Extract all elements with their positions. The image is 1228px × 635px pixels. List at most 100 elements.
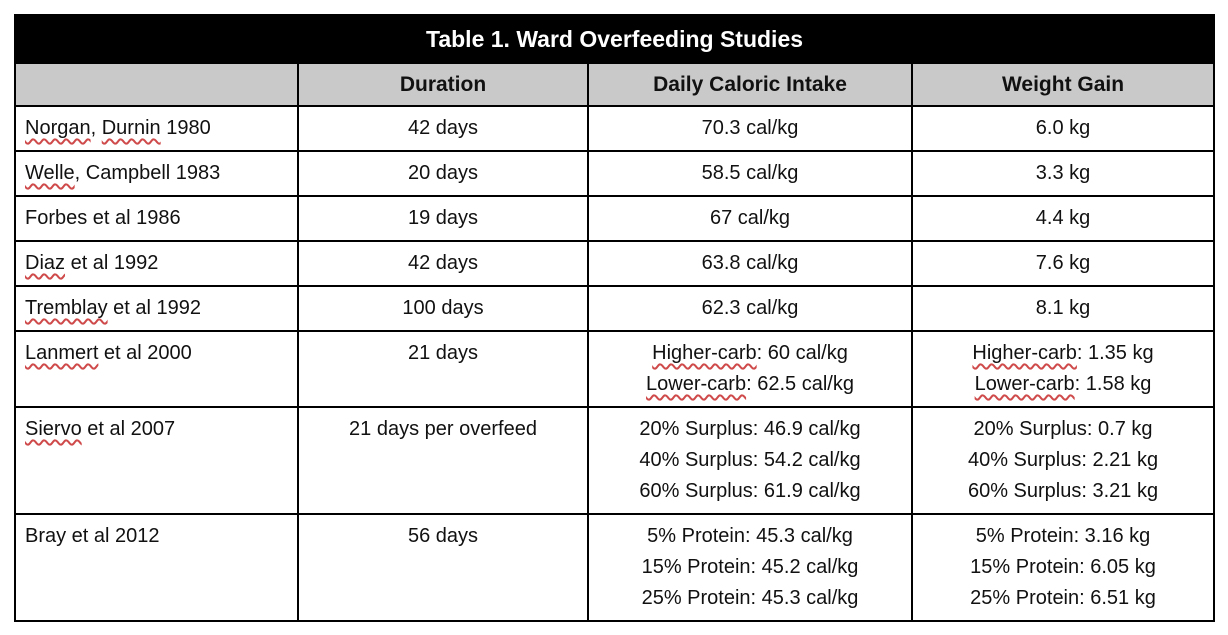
cell-study: Welle, Campbell 1983 bbox=[14, 150, 299, 197]
cell-line: 40% Surplus: 54.2 cal/kg bbox=[593, 445, 907, 476]
text-segment: 19 days bbox=[407, 207, 479, 229]
cell-duration: 56 days bbox=[297, 513, 589, 622]
cell-line: 56 days bbox=[303, 521, 583, 552]
cell-duration: 19 days bbox=[297, 195, 589, 242]
misspelled-word: Welle bbox=[25, 162, 75, 184]
misspelled-word: Lower-carb bbox=[646, 373, 747, 395]
table-row: Tremblay et al 1992 100 days 62.3 cal/kg 8.… bbox=[14, 285, 1216, 332]
cell-study: Lanmert et al 2000 bbox=[14, 330, 299, 408]
cell-gain: 3.3 kg bbox=[910, 150, 1216, 197]
cell-intake: 58.5 cal/kg bbox=[587, 150, 913, 197]
misspelled-word: Norgan bbox=[25, 117, 91, 139]
cell-intake: 62.3 cal/kg bbox=[587, 285, 913, 332]
cell-line: 58.5 cal/kg bbox=[593, 158, 907, 189]
cell-duration: 20 days bbox=[297, 150, 589, 197]
text-segment: 5% Protein: 45.3 cal/kg bbox=[647, 525, 853, 547]
misspelled-word: Lanmert bbox=[25, 342, 99, 364]
text-segment: 20% Surplus: 46.9 cal/kg bbox=[639, 418, 861, 440]
cell-line: Welle, Campbell 1983 bbox=[25, 158, 293, 189]
cell-line: 60% Surplus: 61.9 cal/kg bbox=[593, 476, 907, 507]
text-segment: : 60 cal/kg bbox=[756, 342, 848, 364]
cell-intake: 63.8 cal/kg bbox=[587, 240, 913, 287]
table-row: Forbes et al 1986 19 days 67 cal/kg 4.4 kg bbox=[14, 195, 1216, 242]
cell-line: 15% Protein: 6.05 kg bbox=[917, 552, 1209, 583]
text-segment: 5% Protein: 3.16 kg bbox=[975, 525, 1151, 547]
cell-line: 8.1 kg bbox=[917, 293, 1209, 324]
text-segment: 21 days per overfeed bbox=[349, 418, 537, 440]
header-study bbox=[14, 62, 299, 107]
cell-line: 7.6 kg bbox=[917, 248, 1209, 279]
cell-intake: Higher-carb: 60 cal/kg Lower-carb: 62.5 c… bbox=[587, 330, 913, 408]
cell-line: 100 days bbox=[303, 293, 583, 324]
cell-line: 25% Protein: 45.3 cal/kg bbox=[593, 583, 907, 614]
header-daily-caloric-intake: Daily Caloric Intake bbox=[587, 62, 913, 107]
cell-line: 25% Protein: 6.51 kg bbox=[917, 583, 1209, 614]
text-segment: 63.8 cal/kg bbox=[701, 252, 799, 274]
cell-line: Higher-carb: 60 cal/kg bbox=[593, 338, 907, 369]
text-segment: 15% Protein: 6.05 kg bbox=[970, 556, 1156, 578]
text-segment: 42 days bbox=[407, 117, 479, 139]
cell-line: 70.3 cal/kg bbox=[593, 113, 907, 144]
overfeeding-studies-table: Table 1. Ward Overfeeding Studies Durati… bbox=[13, 14, 1216, 622]
text-segment: 40% Surplus: 2.21 kg bbox=[967, 449, 1159, 471]
text-segment: 6.0 kg bbox=[1035, 117, 1091, 139]
text-segment: , Campbell 1983 bbox=[74, 162, 221, 184]
text-segment: et al 1992 bbox=[107, 297, 202, 319]
text-segment: 60% Surplus: 3.21 kg bbox=[967, 480, 1159, 502]
cell-study: Forbes et al 1986 bbox=[14, 195, 299, 242]
cell-intake: 70.3 cal/kg bbox=[587, 105, 913, 152]
text-segment: : 1.35 kg bbox=[1076, 342, 1154, 364]
text-segment: 1980 bbox=[160, 117, 211, 139]
cell-duration: 42 days bbox=[297, 240, 589, 287]
cell-gain: 20% Surplus: 0.7 kg 40% Surplus: 2.21 kg 6… bbox=[910, 406, 1216, 515]
cell-line: Diaz et al 1992 bbox=[25, 248, 293, 279]
text-segment: 4.4 kg bbox=[1035, 207, 1091, 229]
cell-line: Lanmert et al 2000 bbox=[25, 338, 293, 369]
table-row: Bray et al 2012 56 days 5% Protein: 45.3 c… bbox=[14, 513, 1216, 622]
cell-line: Lower-carb: 1.58 kg bbox=[917, 369, 1209, 400]
cell-line: Tremblay et al 1992 bbox=[25, 293, 293, 324]
cell-line: 19 days bbox=[303, 203, 583, 234]
text-segment: Forbes et al 1986 bbox=[25, 207, 181, 229]
cell-line: Forbes et al 1986 bbox=[25, 203, 293, 234]
cell-line: 21 days per overfeed bbox=[303, 414, 583, 445]
cell-line: Bray et al 2012 bbox=[25, 521, 293, 552]
text-segment: et al 1992 bbox=[65, 252, 159, 274]
cell-line: Higher-carb: 1.35 kg bbox=[917, 338, 1209, 369]
misspelled-word: Durnin bbox=[101, 117, 161, 139]
text-segment: et al 2000 bbox=[98, 342, 192, 364]
text-segment: 3.3 kg bbox=[1035, 162, 1091, 184]
cell-study: Bray et al 2012 bbox=[14, 513, 299, 622]
cell-intake: 5% Protein: 45.3 cal/kg 15% Protein: 45.2… bbox=[587, 513, 913, 622]
cell-line: 6.0 kg bbox=[917, 113, 1209, 144]
cell-study: Siervo et al 2007 bbox=[14, 406, 299, 515]
cell-study: Tremblay et al 1992 bbox=[14, 285, 299, 332]
text-segment: 60% Surplus: 61.9 cal/kg bbox=[639, 480, 861, 502]
cell-gain: 6.0 kg bbox=[910, 105, 1216, 152]
table-title: Table 1. Ward Overfeeding Studies bbox=[13, 14, 1216, 64]
cell-line: 62.3 cal/kg bbox=[593, 293, 907, 324]
text-segment: : 1.58 kg bbox=[1074, 373, 1152, 395]
cell-line: 42 days bbox=[303, 248, 583, 279]
cell-line: 3.3 kg bbox=[917, 158, 1209, 189]
cell-gain: 7.6 kg bbox=[910, 240, 1216, 287]
cell-study: Norgan, Durnin 1980 bbox=[14, 105, 299, 152]
table-row: Siervo et al 2007 21 days per overfeed 20%… bbox=[14, 406, 1216, 515]
text-segment: 20% Surplus: 0.7 kg bbox=[973, 418, 1153, 440]
table-row: Welle, Campbell 1983 20 days 58.5 cal/kg 3.… bbox=[14, 150, 1216, 197]
table-row: Norgan, Durnin 1980 42 days 70.3 cal/kg 6.0… bbox=[14, 105, 1216, 152]
cell-gain: Higher-carb: 1.35 kg Lower-carb: 1.58 kg bbox=[910, 330, 1216, 408]
text-segment: 70.3 cal/kg bbox=[701, 117, 799, 139]
cell-line: Siervo et al 2007 bbox=[25, 414, 293, 445]
cell-duration: 21 days per overfeed bbox=[297, 406, 589, 515]
cell-line: 67 cal/kg bbox=[593, 203, 907, 234]
cell-gain: 5% Protein: 3.16 kg 15% Protein: 6.05 kg 2… bbox=[910, 513, 1216, 622]
text-segment: 42 days bbox=[407, 252, 479, 274]
text-segment: 20 days bbox=[407, 162, 479, 184]
text-segment: 8.1 kg bbox=[1035, 297, 1091, 319]
table-row: Diaz et al 1992 42 days 63.8 cal/kg 7.6 kg bbox=[14, 240, 1216, 287]
text-segment: : 62.5 cal/kg bbox=[746, 373, 854, 395]
cell-duration: 42 days bbox=[297, 105, 589, 152]
cell-line: Lower-carb: 62.5 cal/kg bbox=[593, 369, 907, 400]
